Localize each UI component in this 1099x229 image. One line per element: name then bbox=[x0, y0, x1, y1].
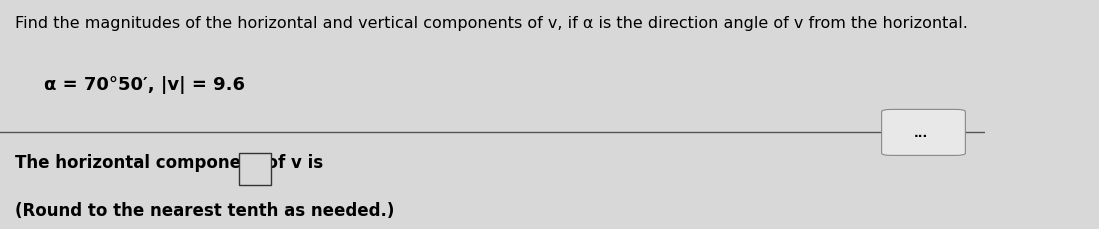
FancyBboxPatch shape bbox=[240, 153, 270, 185]
Text: Find the magnitudes of the horizontal and vertical components of v, if α is the : Find the magnitudes of the horizontal an… bbox=[14, 16, 967, 31]
Text: The horizontal component of v is: The horizontal component of v is bbox=[14, 153, 323, 171]
Text: (Round to the nearest tenth as needed.): (Round to the nearest tenth as needed.) bbox=[14, 202, 395, 219]
FancyBboxPatch shape bbox=[0, 133, 985, 229]
Text: ...: ... bbox=[914, 126, 929, 139]
Text: α = 70°50′, |v| = 9.6: α = 70°50′, |v| = 9.6 bbox=[44, 76, 245, 93]
FancyBboxPatch shape bbox=[881, 110, 965, 156]
